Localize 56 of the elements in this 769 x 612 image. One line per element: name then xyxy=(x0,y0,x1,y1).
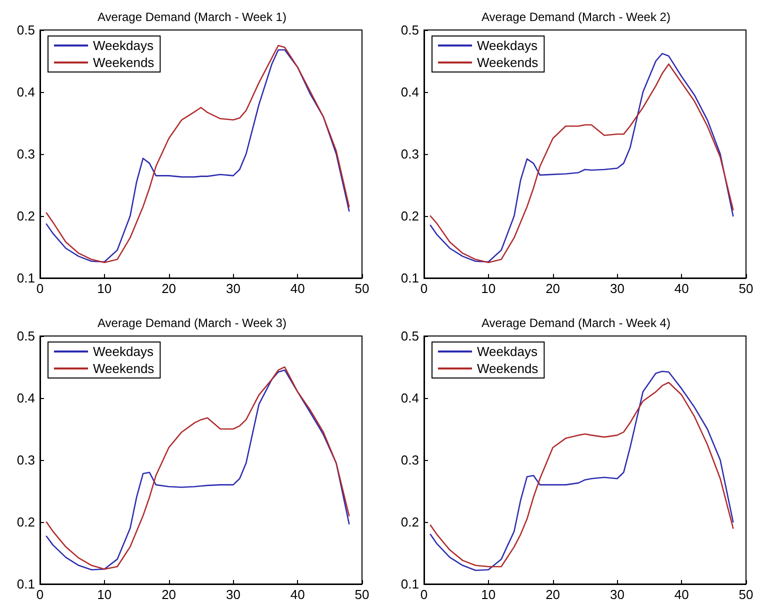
x-tick-label: 20 xyxy=(546,587,560,602)
chart-title: Average Demand (March - Week 2) xyxy=(482,10,670,24)
y-tick-label: 0.3 xyxy=(16,452,35,468)
legend-label: Weekdays xyxy=(93,38,154,53)
y-tick-label: 0.5 xyxy=(400,22,419,38)
x-tick-label: 10 xyxy=(97,281,112,296)
legend-label: Weekdays xyxy=(93,344,154,359)
x-tick-label: 10 xyxy=(481,281,496,296)
y-tick-label: 0.3 xyxy=(16,146,35,162)
x-tick-label: 40 xyxy=(674,587,689,602)
x-tick-label: 40 xyxy=(674,281,689,296)
y-tick-label: 0.2 xyxy=(400,514,419,530)
y-tick-label: 0.4 xyxy=(16,390,35,406)
chart-title: Average Demand (March - Week 1) xyxy=(98,10,286,24)
y-tick-label: 0.5 xyxy=(16,328,35,344)
x-tick-label: 30 xyxy=(610,281,624,296)
x-tick-label: 30 xyxy=(610,587,624,602)
legend-label: Weekends xyxy=(477,361,539,376)
y-tick-label: 0.1 xyxy=(16,270,35,286)
x-tick-label: 0 xyxy=(36,281,44,296)
x-tick-label: 20 xyxy=(546,281,560,296)
x-tick-label: 10 xyxy=(481,587,496,602)
legend-label: Weekdays xyxy=(477,38,538,53)
legend-label: Weekends xyxy=(93,361,155,376)
y-tick-label: 0.1 xyxy=(400,270,419,286)
x-tick-label: 20 xyxy=(162,281,176,296)
y-tick-label: 0.2 xyxy=(16,208,35,224)
legend-label: Weekdays xyxy=(477,344,538,359)
x-tick-label: 10 xyxy=(97,587,112,602)
x-tick-label: 0 xyxy=(420,281,428,296)
x-tick-label: 0 xyxy=(36,587,44,602)
chart-title: Average Demand (March - Week 4) xyxy=(482,316,670,330)
x-tick-label: 50 xyxy=(738,587,754,602)
x-tick-label: 30 xyxy=(226,587,240,602)
x-tick-label: 50 xyxy=(738,281,754,296)
y-tick-label: 0.5 xyxy=(400,328,419,344)
y-tick-label: 0.4 xyxy=(400,390,419,406)
y-tick-label: 0.4 xyxy=(400,84,419,100)
x-tick-label: 20 xyxy=(162,587,176,602)
y-tick-label: 0.3 xyxy=(400,146,419,162)
legend-label: Weekends xyxy=(93,55,155,70)
y-tick-label: 0.2 xyxy=(16,514,35,530)
x-tick-label: 50 xyxy=(354,281,370,296)
x-tick-label: 0 xyxy=(420,587,428,602)
y-tick-label: 0.5 xyxy=(16,22,35,38)
x-tick-label: 50 xyxy=(354,587,370,602)
x-tick-label: 40 xyxy=(290,587,305,602)
x-tick-label: 40 xyxy=(290,281,305,296)
x-tick-label: 30 xyxy=(226,281,240,296)
y-tick-label: 0.1 xyxy=(16,576,35,592)
y-tick-label: 0.3 xyxy=(400,452,419,468)
y-tick-label: 0.2 xyxy=(400,208,419,224)
y-tick-label: 0.1 xyxy=(400,576,419,592)
chart-title: Average Demand (March - Week 3) xyxy=(98,316,286,330)
legend-label: Weekends xyxy=(477,55,539,70)
y-tick-label: 0.4 xyxy=(16,84,35,100)
